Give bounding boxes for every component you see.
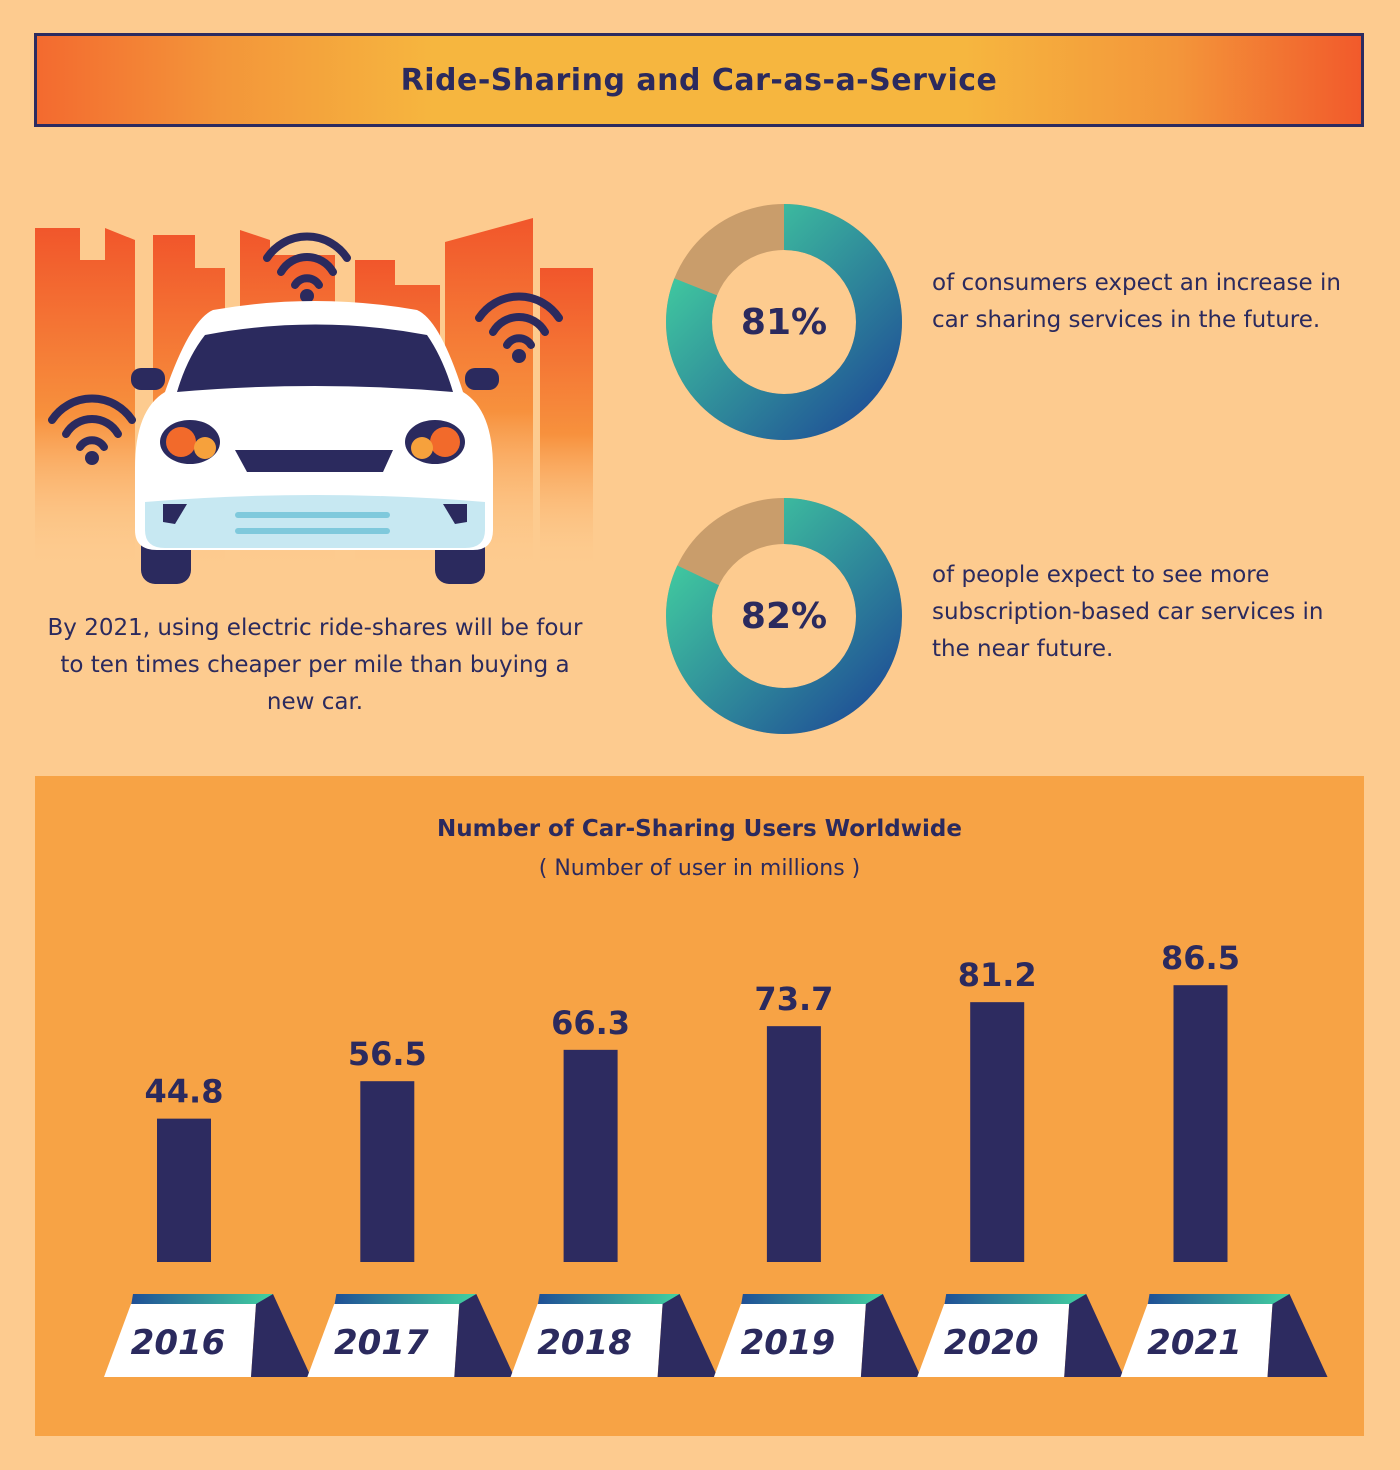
chart-title: Number of Car-Sharing Users Worldwide [437, 816, 962, 842]
stat-description: of consumers expect an increase in car s… [932, 270, 1341, 333]
stat-description: of people expect to see more subscriptio… [932, 562, 1324, 662]
year-tab [917, 1294, 1125, 1377]
bar-2021 [1173, 985, 1228, 1262]
donut-chart: 82% [664, 496, 904, 736]
bar-2018 [563, 1049, 618, 1262]
bar-value-label: 81.2 [958, 956, 1037, 994]
year-tab [713, 1294, 921, 1377]
bar-value-label: 73.7 [754, 980, 833, 1018]
year-label: 2020 [944, 1323, 1039, 1363]
year-label: 2018 [537, 1323, 632, 1363]
bar-value-label: 66.3 [551, 1004, 630, 1042]
bar-2016 [157, 1118, 211, 1262]
wifi-icon [263, 232, 351, 303]
car-caption: By 2021, using electric ride-shares will… [47, 615, 583, 715]
donut-chart: 81% [664, 202, 904, 442]
year-tab [104, 1294, 311, 1377]
bar-value-label: 44.8 [145, 1073, 224, 1111]
wifi-icon [48, 394, 136, 465]
car-icon [131, 301, 499, 584]
donut-ring [666, 498, 902, 734]
year-tab [307, 1294, 515, 1377]
donut-ring [666, 204, 902, 440]
year-label: 2021 [1147, 1323, 1242, 1363]
year-label: 2019 [741, 1323, 836, 1363]
car-illustration [35, 218, 593, 584]
chart-subtitle: ( Number of user in millions ) [538, 856, 861, 881]
bar-chart-panel: Number of Car-Sharing Users Worldwide ( … [35, 776, 1364, 1436]
bar-chart: 44.8 2016 56.5 2017 66.3 2018 73.7 2019 81.2 2020… [104, 939, 1328, 1377]
title-banner: Ride-Sharing and Car-as-a-Service [34, 33, 1364, 127]
year-label: 2017 [334, 1323, 429, 1363]
stat-value: 82% [740, 595, 828, 637]
year-label: 2016 [131, 1323, 226, 1363]
year-tab [1120, 1294, 1328, 1377]
page-title: Ride-Sharing and Car-as-a-Service [400, 62, 998, 98]
year-tab [510, 1294, 718, 1377]
bar-value-label: 56.5 [348, 1035, 427, 1073]
wifi-icon [475, 292, 563, 363]
bar-2020 [970, 1002, 1025, 1262]
bar-2019 [766, 1026, 821, 1262]
bar-value-label: 86.5 [1161, 939, 1240, 977]
bar-2017 [360, 1081, 415, 1262]
stat-value: 81% [740, 301, 828, 343]
